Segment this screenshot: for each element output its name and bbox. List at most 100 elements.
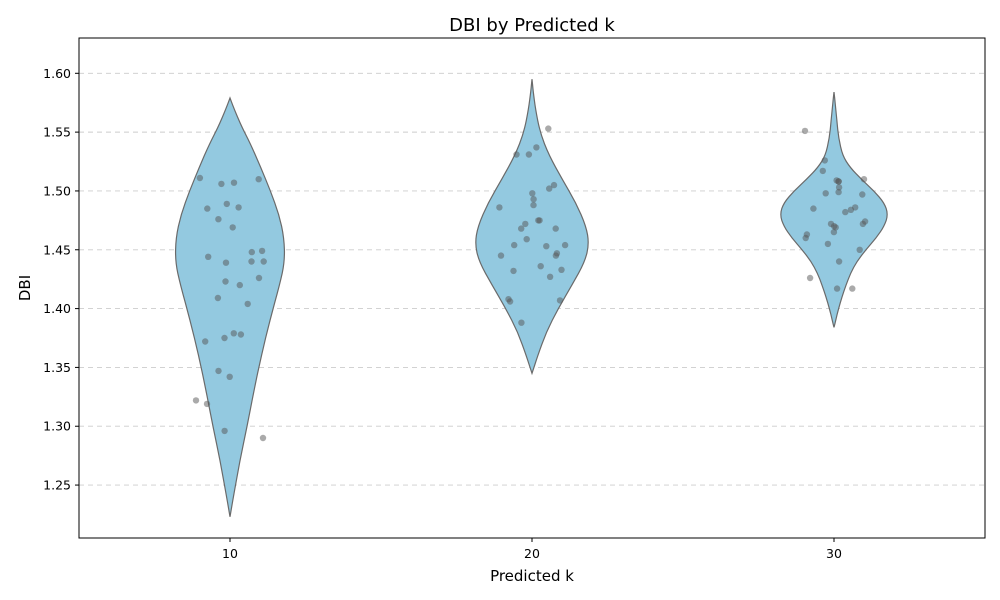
data-point xyxy=(847,206,855,213)
y-axis: 1.25 1.30 1.35 1.40 1.45 1.50 1.55 1.60 xyxy=(43,66,79,493)
data-point xyxy=(546,185,553,192)
data-point xyxy=(192,397,200,404)
data-point xyxy=(218,180,225,188)
data-point xyxy=(835,178,842,185)
data-point xyxy=(545,125,552,132)
data-point xyxy=(842,208,849,216)
data-point xyxy=(859,191,866,198)
data-point xyxy=(496,204,503,211)
data-point xyxy=(236,281,243,289)
data-point xyxy=(204,205,211,212)
data-point xyxy=(229,224,236,231)
data-point xyxy=(510,267,517,275)
y-tick-label: 1.40 xyxy=(43,301,71,316)
y-tick-label: 1.55 xyxy=(43,125,71,140)
x-tick-label: 20 xyxy=(524,546,540,561)
data-point xyxy=(259,434,267,442)
data-point xyxy=(221,334,228,342)
data-point xyxy=(513,151,520,158)
data-point xyxy=(835,258,843,265)
data-point xyxy=(258,247,266,255)
data-point xyxy=(550,181,558,189)
data-point xyxy=(205,253,212,260)
x-axis-label: Predicted k xyxy=(490,567,574,585)
data-point xyxy=(230,330,237,337)
data-point xyxy=(530,201,537,209)
data-point xyxy=(214,294,222,302)
data-point xyxy=(255,176,262,183)
violin-10 xyxy=(174,96,286,517)
data-point xyxy=(196,174,204,182)
x-tick-label: 10 xyxy=(222,546,238,561)
data-point xyxy=(222,259,230,266)
data-point xyxy=(244,300,251,308)
data-point xyxy=(511,241,518,249)
data-point xyxy=(822,190,829,197)
data-point xyxy=(518,225,525,232)
data-point xyxy=(530,196,537,203)
violin-20 xyxy=(475,79,589,376)
data-point xyxy=(255,274,263,282)
violin-layer xyxy=(174,79,888,517)
data-point xyxy=(248,248,255,256)
x-tick-label: 30 xyxy=(826,546,842,561)
data-point xyxy=(819,167,826,175)
y-axis-label: DBI xyxy=(16,275,34,301)
data-point xyxy=(223,200,230,208)
data-point xyxy=(506,298,514,305)
data-point xyxy=(523,236,530,243)
chart-title: DBI by Predicted k xyxy=(449,15,615,36)
data-point xyxy=(522,220,529,228)
data-point xyxy=(525,151,533,158)
data-point xyxy=(856,246,863,253)
data-point xyxy=(552,225,559,232)
data-point xyxy=(215,367,222,375)
data-point xyxy=(546,273,554,280)
data-point xyxy=(237,331,245,338)
data-point xyxy=(556,297,564,304)
data-point xyxy=(260,258,267,265)
data-point xyxy=(497,252,505,259)
data-point xyxy=(518,319,525,326)
data-point xyxy=(835,188,842,196)
y-tick-label: 1.30 xyxy=(43,419,71,434)
data-point xyxy=(543,243,550,250)
data-point xyxy=(821,157,828,164)
data-point xyxy=(552,252,560,259)
data-point xyxy=(533,144,540,151)
data-point xyxy=(222,278,229,285)
data-point xyxy=(226,373,233,380)
data-point xyxy=(830,228,838,236)
data-point xyxy=(529,190,536,197)
y-tick-label: 1.60 xyxy=(43,66,71,81)
data-point xyxy=(536,217,543,224)
point-layer xyxy=(192,125,869,442)
data-point xyxy=(561,241,569,249)
data-point xyxy=(860,176,868,183)
y-tick-label: 1.50 xyxy=(43,183,71,198)
y-tick-label: 1.25 xyxy=(43,478,71,493)
data-point xyxy=(558,266,565,273)
data-point xyxy=(203,400,211,408)
data-point xyxy=(835,184,843,191)
data-point xyxy=(802,234,809,242)
data-point xyxy=(235,204,242,211)
data-point xyxy=(849,285,856,292)
data-point xyxy=(248,258,255,265)
data-point xyxy=(810,205,817,212)
x-axis: 10 20 30 xyxy=(222,538,842,561)
y-tick-label: 1.35 xyxy=(43,360,71,375)
violin-30 xyxy=(780,92,888,328)
data-point xyxy=(221,427,228,435)
data-point xyxy=(801,127,809,135)
data-point xyxy=(824,240,832,248)
data-point xyxy=(537,263,544,270)
data-point xyxy=(833,285,841,292)
data-point xyxy=(859,220,867,228)
data-point xyxy=(806,274,814,282)
y-tick-label: 1.45 xyxy=(43,242,71,257)
data-point xyxy=(202,338,209,345)
data-point xyxy=(215,216,222,223)
data-point xyxy=(230,179,238,186)
